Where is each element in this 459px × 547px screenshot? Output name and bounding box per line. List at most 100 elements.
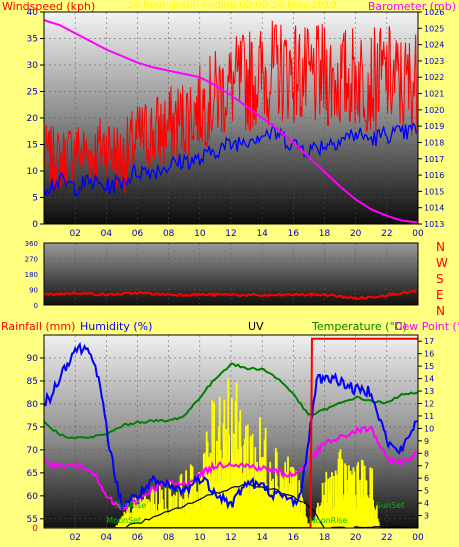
y2-tick-label: 1015 [424, 187, 444, 196]
uv-bar [301, 497, 303, 528]
y2-tick-label: 1016 [424, 171, 444, 180]
rain-zero-tick: 0 [32, 524, 38, 534]
dewpoint-series [44, 425, 418, 512]
uv-bar [368, 497, 371, 528]
x-tick-label: 08 [163, 533, 175, 543]
uv-bar [262, 462, 265, 528]
uv-bar [303, 504, 306, 528]
uv-bar [150, 488, 153, 528]
uv-bar [213, 402, 215, 528]
compass-label-n-bottom: N [436, 304, 445, 318]
y2-tick-label: 13 [424, 387, 434, 396]
uv-bar [225, 429, 228, 528]
uv-bar [200, 477, 202, 528]
uv-bar [122, 519, 125, 528]
uv-bar [373, 507, 375, 528]
uv-bar [342, 498, 345, 528]
uv-bar [322, 515, 325, 528]
y2-tick-label: 1022 [424, 73, 444, 82]
uv-bar [119, 518, 122, 528]
uv-bar [298, 480, 301, 528]
uv-bar [132, 498, 135, 528]
uv-bar [293, 509, 296, 528]
x-tick-label: 06 [132, 229, 144, 239]
y-tick-label: 20 [27, 114, 39, 124]
uv-bar [245, 425, 247, 528]
uv-bar [223, 399, 226, 528]
compass-label-w: W [436, 256, 448, 270]
rainfall-series [44, 337, 418, 528]
uv-bar [285, 472, 287, 528]
uv-bar [180, 473, 183, 528]
y2-tick-label: 14 [424, 375, 434, 384]
x-tick-label: 14 [256, 533, 268, 543]
x-tick-label: 20 [350, 533, 362, 543]
uv-bar [277, 489, 280, 528]
y2-tick-label: 3 [424, 512, 429, 521]
x-tick-label: 18 [319, 229, 331, 239]
x-tick-label: 12 [225, 229, 236, 239]
uv-bar [159, 503, 162, 528]
uv-bar [375, 505, 378, 528]
uv-axis-label: UV [248, 320, 264, 333]
chart-title: 24 hour graph ending 00:00 24 May 2019 [127, 0, 336, 11]
y-tick-label: 65 [27, 469, 38, 479]
uv-bar [282, 479, 285, 528]
uv-bar [334, 470, 337, 528]
uv-bar [313, 520, 316, 528]
uv-bar [197, 501, 200, 528]
uv-bar [239, 409, 242, 528]
temperature-series [44, 362, 418, 440]
y2-tick-label: 1013 [424, 220, 444, 229]
y-tick-label: 80 [27, 400, 39, 410]
uv-bar [141, 501, 143, 528]
uv-bar [135, 501, 138, 528]
uv-bar [371, 468, 373, 528]
uv-bar [128, 506, 130, 528]
uv-bar [288, 492, 290, 528]
uv-bar [302, 500, 304, 528]
uv-bar [125, 513, 128, 528]
direction-tick-label: 0 [34, 302, 38, 310]
direction-tick-label: 180 [25, 271, 38, 279]
x-tick-label: 08 [163, 229, 175, 239]
uv-bar [231, 453, 234, 528]
uv-bar [131, 509, 134, 528]
uv-bar [226, 454, 229, 528]
uv-bar [266, 492, 269, 528]
uv-bar [361, 460, 364, 528]
uv-bar [207, 456, 210, 528]
y-tick-label: 30 [27, 61, 39, 71]
y2-tick-label: 7 [424, 462, 429, 471]
y2-tick-label: 11 [424, 412, 434, 421]
uv-bar [246, 424, 249, 528]
uv-bar [186, 488, 188, 528]
barometer-axis-label: Barometer (mb) [368, 0, 456, 13]
barometer-series [44, 19, 418, 224]
y2-tick-label: 12 [424, 399, 434, 408]
y2-tick-label: 17 [424, 337, 434, 346]
uv-bar [321, 482, 324, 528]
uv-bar [276, 486, 279, 528]
x-tick-label: 14 [256, 229, 268, 239]
x-tick-label: 12 [225, 533, 236, 543]
uv-bar [178, 486, 181, 528]
uv-bar [217, 426, 220, 528]
y2-tick-label: 1014 [424, 204, 444, 213]
y2-tick-label: 1020 [424, 106, 444, 115]
uv-bar [247, 469, 250, 528]
x-tick-label: 22 [381, 229, 392, 239]
x-tick-label: 06 [132, 533, 144, 543]
annotation-sunrise: SunRise [114, 501, 146, 510]
uv-bar [157, 516, 159, 528]
annotation-moonset: MoonSet [106, 516, 141, 525]
uv-bar [202, 454, 205, 528]
uv-bar [346, 491, 349, 528]
y2-tick-label: 15 [424, 362, 434, 371]
compass-label-s: S [436, 272, 444, 286]
dewpoint-axis-label: Dew Point (°C) [394, 320, 459, 333]
uv-bar [162, 509, 165, 528]
y-tick-label: 40 [27, 8, 39, 18]
uv-bar [144, 494, 146, 528]
